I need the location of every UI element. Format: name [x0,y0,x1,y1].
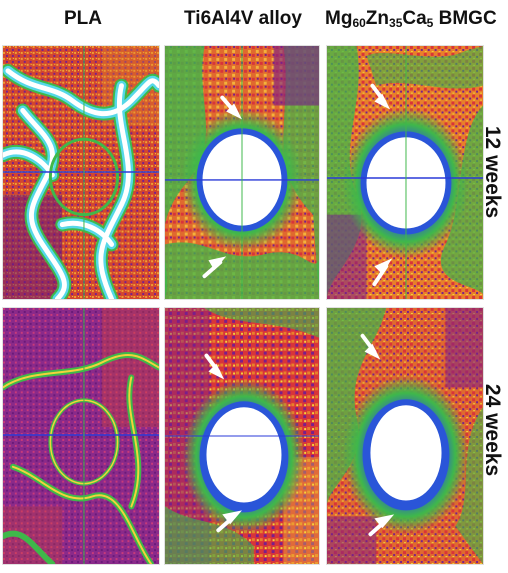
image-mg-bmgc-12-weeks [326,45,484,300]
image-ti6al4v-24-weeks [164,307,320,565]
image-mg-bmgc-24-weeks [326,307,484,565]
image-pla-12-weeks [2,45,160,300]
column-title-mgzncа: Mg60Zn35Ca5 BMGC [325,8,497,30]
image-ti6al4v-12-weeks [164,45,320,300]
image-pla-24-weeks [2,307,160,565]
column-title-pla: PLA [64,8,102,29]
column-title-ti6al4v: Ti6Al4V alloy [184,8,302,29]
